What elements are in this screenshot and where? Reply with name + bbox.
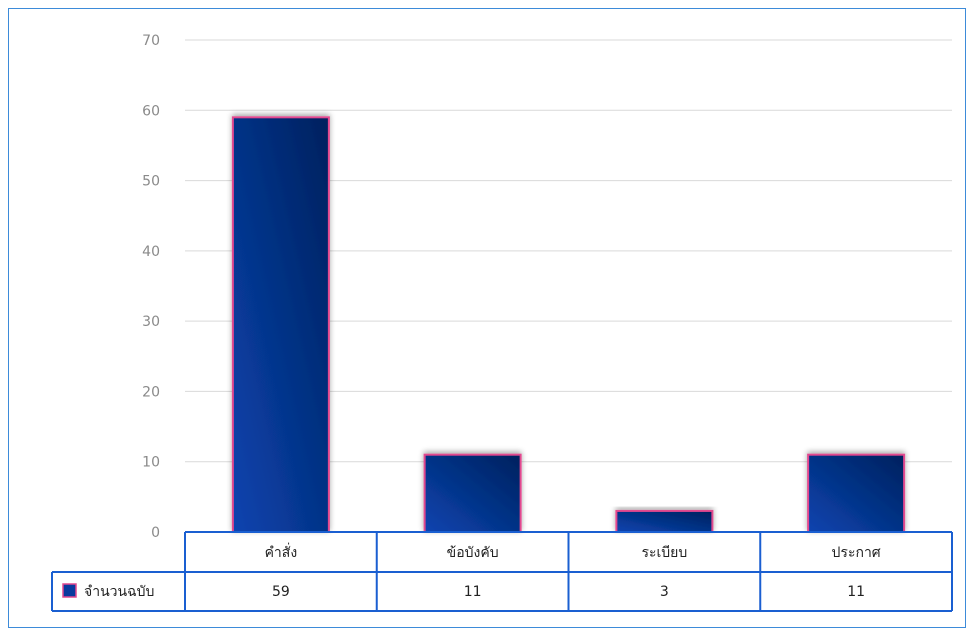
y-tick-label: 40	[142, 244, 160, 260]
y-tick-label: 50	[142, 174, 160, 190]
data-label: 11	[464, 584, 482, 600]
category-label: ข้อบังคับ	[447, 545, 499, 561]
y-tick-label: 0	[151, 525, 160, 541]
data-table: คำสั่ง ข้อบังคับ ระเบียบ ประกาศ 59 11 3 11 จำนวน…	[51, 531, 953, 612]
data-label: 3	[660, 584, 669, 600]
y-tick-label: 60	[142, 103, 160, 119]
category-label: คำสั่ง	[265, 543, 298, 561]
data-label: 59	[272, 584, 290, 600]
bars	[231, 116, 906, 533]
data-label: 11	[847, 584, 865, 600]
y-tick-label: 10	[142, 455, 160, 471]
category-label: ระเบียบ	[641, 545, 687, 561]
bar	[423, 453, 522, 533]
bar	[615, 509, 714, 533]
y-tick-label: 70	[142, 33, 160, 49]
legend-swatch	[62, 583, 77, 598]
legend-series-name: จำนวนฉบับ	[84, 584, 154, 600]
category-label: ประกาศ	[832, 545, 881, 561]
y-axis-tick-labels: 0 10 20 30 40 50 60 70	[142, 33, 160, 541]
bar	[807, 453, 906, 533]
y-tick-label: 20	[142, 384, 160, 400]
bar	[231, 116, 330, 533]
y-tick-label: 30	[142, 314, 160, 330]
